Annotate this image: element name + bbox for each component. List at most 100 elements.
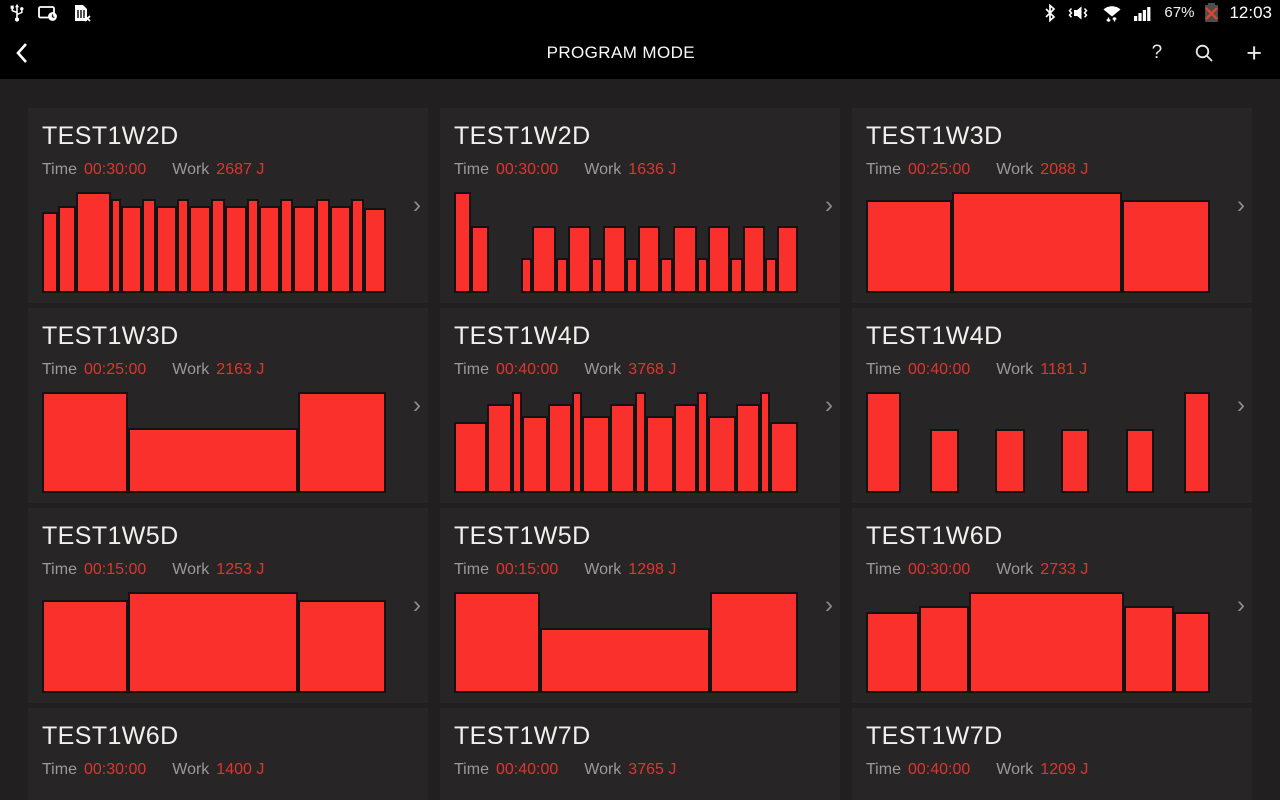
interval-bar xyxy=(776,226,799,293)
chevron-right-icon: › xyxy=(825,190,833,218)
program-card[interactable]: TEST1W5D Time 00:15:00 Work 1298 J › xyxy=(440,508,840,703)
interval-bar xyxy=(995,429,1025,493)
interval-bar xyxy=(708,226,731,293)
time-value: 00:40:00 xyxy=(907,761,971,778)
interval-bar xyxy=(110,199,121,293)
time-value: 00:30:00 xyxy=(83,161,147,178)
interval-bar xyxy=(155,206,178,293)
time-label: Time xyxy=(866,761,901,778)
interval-bar xyxy=(1060,429,1089,493)
work-value: 3765 J xyxy=(628,761,677,778)
interval-bar xyxy=(555,257,568,293)
interval-bar xyxy=(743,226,765,293)
program-title: TEST1W7D xyxy=(866,722,1003,750)
interval-bar xyxy=(1125,429,1155,493)
program-title: TEST1W4D xyxy=(866,322,1003,350)
interval-bar xyxy=(329,206,351,293)
work-value: 2088 J xyxy=(1040,161,1089,178)
program-title: TEST1W4D xyxy=(454,322,591,350)
interval-bar xyxy=(293,206,316,293)
time-label: Time xyxy=(42,561,77,578)
help-button[interactable]: ? xyxy=(1151,41,1163,63)
no-sim-icon xyxy=(70,3,92,23)
program-bar-chart xyxy=(454,392,799,493)
add-program-button[interactable]: + xyxy=(1246,37,1262,68)
time-label: Time xyxy=(454,361,489,378)
program-card[interactable]: TEST1W4D Time 00:40:00 Work 1181 J › xyxy=(852,308,1252,503)
interval-bar xyxy=(590,257,604,293)
work-label: Work xyxy=(584,761,622,778)
chevron-right-icon: › xyxy=(1237,390,1245,418)
search-button[interactable] xyxy=(1194,43,1214,63)
interval-bar xyxy=(42,212,59,293)
program-bar-chart xyxy=(866,392,1211,493)
chevron-right-icon: › xyxy=(1237,190,1245,218)
time-value: 00:15:00 xyxy=(83,561,147,578)
program-card[interactable]: TEST1W2D Time 00:30:00 Work 2687 J › xyxy=(28,108,428,303)
interval-bar xyxy=(454,592,541,693)
interval-bar xyxy=(532,226,556,293)
program-bar-chart xyxy=(42,792,386,800)
program-card[interactable]: TEST1W3D Time 00:25:00 Work 2163 J › xyxy=(28,308,428,503)
program-meta: Time 00:15:00 Work 1298 J xyxy=(454,561,826,579)
work-label: Work xyxy=(584,161,622,178)
interval-bar xyxy=(730,257,744,293)
interval-bar xyxy=(548,404,573,493)
interval-bar xyxy=(1122,200,1210,293)
program-bar-chart xyxy=(42,592,386,693)
time-value: 00:40:00 xyxy=(495,761,559,778)
program-meta: Time 00:30:00 Work 1636 J xyxy=(454,161,826,179)
bluetooth-icon xyxy=(1043,4,1057,22)
interval-bar xyxy=(58,206,76,293)
chevron-right-icon: › xyxy=(1237,791,1245,800)
program-bar-chart xyxy=(42,392,386,493)
interval-bar xyxy=(522,416,549,493)
work-label: Work xyxy=(172,161,210,178)
interval-bar xyxy=(364,208,387,293)
program-title: TEST1W3D xyxy=(42,322,179,350)
interval-bar xyxy=(736,404,760,493)
program-card[interactable]: TEST1W6D Time 00:30:00 Work 1400 J › xyxy=(28,708,428,800)
work-label: Work xyxy=(172,761,210,778)
time-value: 00:25:00 xyxy=(907,161,971,178)
page-title: PROGRAM MODE xyxy=(546,42,695,62)
work-value: 2163 J xyxy=(216,361,265,378)
program-card[interactable]: TEST1W6D Time 00:30:00 Work 2733 J › xyxy=(852,508,1252,703)
program-meta: Time 00:40:00 Work 1181 J xyxy=(866,361,1238,379)
interval-bar xyxy=(120,206,142,293)
interval-bar xyxy=(929,429,960,493)
work-label: Work xyxy=(584,361,622,378)
program-card[interactable]: TEST1W7D Time 00:40:00 Work 1209 J › xyxy=(852,708,1252,800)
interval-bar xyxy=(128,428,298,493)
program-meta: Time 00:30:00 Work 2733 J xyxy=(866,561,1238,579)
program-card[interactable]: TEST1W4D Time 00:40:00 Work 3768 J › xyxy=(440,308,840,503)
program-card[interactable]: TEST1W5D Time 00:15:00 Work 1253 J › xyxy=(28,508,428,703)
work-value: 1181 J xyxy=(1040,361,1088,378)
work-value: 1400 J xyxy=(216,761,265,778)
work-value: 1209 J xyxy=(1040,761,1089,778)
program-card[interactable]: TEST1W3D Time 00:25:00 Work 2088 J › xyxy=(852,108,1252,303)
time-label: Time xyxy=(454,161,489,178)
interval-bar xyxy=(759,392,771,493)
program-meta: Time 00:30:00 Work 2687 J xyxy=(42,161,414,179)
program-bar-chart xyxy=(42,192,387,293)
work-label: Work xyxy=(996,161,1034,178)
program-card[interactable]: TEST1W7D Time 00:40:00 Work 3765 J › xyxy=(440,708,840,800)
chevron-right-icon: › xyxy=(825,390,833,418)
program-title: TEST1W2D xyxy=(42,122,179,150)
interval-bar xyxy=(540,628,710,693)
interval-bar xyxy=(634,392,646,493)
time-label: Time xyxy=(866,161,901,178)
interval-bar xyxy=(1173,612,1210,693)
work-value: 1253 J xyxy=(216,561,265,578)
time-value: 00:40:00 xyxy=(495,361,559,378)
interval-bar xyxy=(297,392,386,493)
header-actions: ? + xyxy=(1151,37,1262,68)
back-button[interactable] xyxy=(14,42,60,64)
program-card[interactable]: TEST1W2D Time 00:30:00 Work 1636 J › xyxy=(440,108,840,303)
time-label: Time xyxy=(866,361,901,378)
usb-icon xyxy=(8,3,26,23)
interval-bar xyxy=(177,199,190,293)
chevron-right-icon: › xyxy=(825,791,833,800)
back-chevron-icon xyxy=(16,42,27,63)
